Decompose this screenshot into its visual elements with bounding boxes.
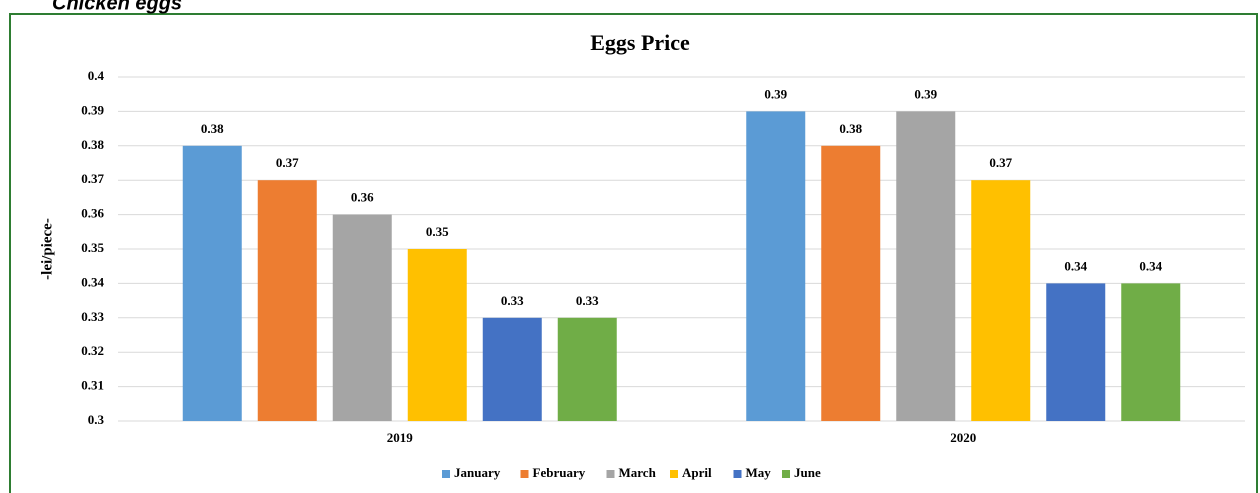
y-tick-label: 0.39: [81, 102, 104, 117]
y-tick-label: 0.38: [81, 137, 104, 152]
legend-label: February: [533, 465, 586, 480]
y-tick-label: 0.4: [88, 68, 105, 83]
y-tick-label: 0.37: [81, 171, 104, 186]
x-tick-label: 2019: [387, 430, 414, 445]
legend-swatch: [606, 470, 615, 478]
bar: [1121, 283, 1181, 421]
legend-label: April: [682, 465, 712, 480]
legend-label: March: [619, 465, 657, 480]
heading: Chicken eggs: [52, 0, 182, 14]
data-label: 0.33: [576, 293, 599, 308]
legend-swatch: [442, 470, 450, 478]
data-label: 0.38: [201, 121, 224, 136]
data-label: 0.33: [501, 293, 524, 308]
y-tick-label: 0.31: [81, 378, 104, 393]
bar: [482, 317, 542, 421]
legend-swatch: [733, 470, 742, 478]
y-tick-label: 0.32: [81, 343, 104, 358]
legend-swatch: [782, 470, 790, 478]
data-label: 0.38: [839, 121, 862, 136]
bar: [332, 214, 392, 421]
bar: [557, 317, 617, 421]
data-label: 0.35: [426, 224, 449, 239]
legend-swatch: [520, 470, 529, 478]
data-label: 0.39: [764, 86, 787, 101]
legend-swatch: [670, 470, 678, 478]
data-label: 0.34: [1139, 258, 1162, 273]
data-label: 0.39: [914, 86, 937, 101]
bar: [971, 180, 1031, 421]
data-label: 0.36: [351, 190, 374, 205]
y-tick-label: 0.3: [88, 412, 105, 427]
legend-label: May: [746, 465, 772, 480]
bar: [821, 145, 881, 422]
data-label: 0.37: [276, 155, 299, 170]
y-tick-label: 0.34: [81, 274, 104, 289]
x-tick-label: 2020: [950, 430, 976, 445]
bar: [257, 180, 317, 421]
y-tick-label: 0.33: [81, 309, 104, 324]
data-label: 0.34: [1064, 258, 1087, 273]
y-tick-label: 0.36: [81, 206, 104, 221]
bar: [1046, 283, 1106, 421]
bar: [746, 111, 806, 422]
legend-label: June: [794, 465, 821, 480]
data-label: 0.37: [989, 155, 1012, 170]
bar: [182, 145, 242, 422]
chart-title: Eggs Price: [590, 30, 690, 55]
y-axis-label: -lei/piece-: [39, 218, 55, 280]
bar: [896, 111, 956, 422]
legend-label: January: [454, 465, 501, 480]
y-tick-label: 0.35: [81, 240, 104, 255]
bar: [407, 249, 467, 421]
